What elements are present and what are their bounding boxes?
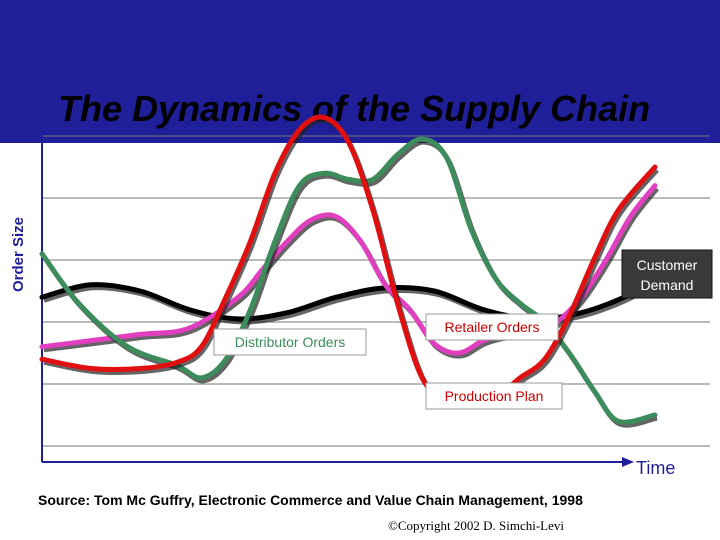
label-text-production-plan: Production Plan xyxy=(445,388,544,404)
label-box-retailer-orders xyxy=(425,313,559,341)
label-box-customer-demand xyxy=(621,249,713,299)
label-box-distributor-orders xyxy=(213,328,367,356)
label-text-customer-demand-1: Demand xyxy=(641,277,694,293)
page-title: The Dynamics of the Supply Chain xyxy=(58,88,651,129)
copyright-note: ©Copyright 2002 D. Simchi-Levi xyxy=(388,518,564,533)
series-shadow-production-plan xyxy=(43,117,659,407)
y-axis-label: Order Size xyxy=(10,216,27,292)
source-note: Source: Tom Mc Guffry, Electronic Commer… xyxy=(38,492,583,508)
x-axis-label: Time xyxy=(636,458,676,478)
label-text-customer-demand-0: Customer xyxy=(637,257,698,273)
series-lines xyxy=(39,114,659,428)
label-text-retailer-orders: Retailer Orders xyxy=(445,319,540,335)
x-axis-arrow xyxy=(622,457,634,467)
series-line-customer-demand xyxy=(39,273,658,322)
annotations: Customer Demand Retailer Orders Distributor… xyxy=(213,249,713,410)
y-axis-arrow xyxy=(37,122,47,134)
label-text-distributor-orders: Distributor Orders xyxy=(235,334,345,350)
label-box-production-plan xyxy=(425,382,563,410)
series-line-production-plan xyxy=(39,114,658,404)
series-line-distributor-orders xyxy=(39,136,658,425)
title-band xyxy=(0,0,720,143)
series-shadow-distributor-orders xyxy=(41,139,658,428)
